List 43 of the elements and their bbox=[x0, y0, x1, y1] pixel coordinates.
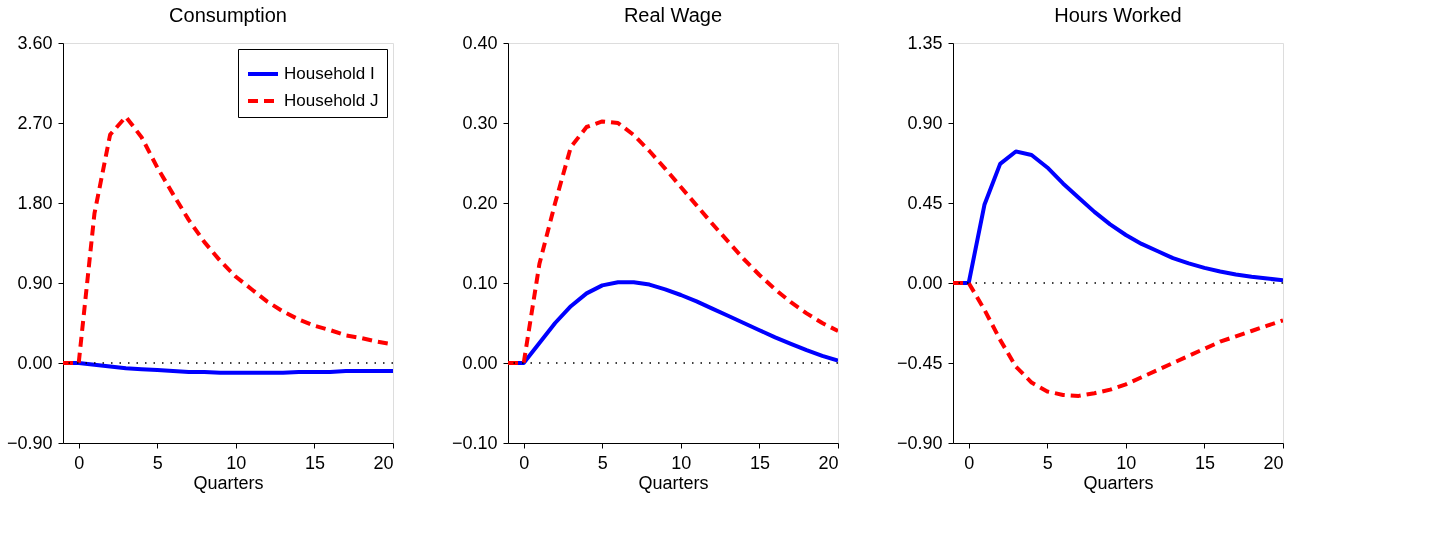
line-series bbox=[508, 119, 838, 365]
x-tick-label: 0 bbox=[964, 452, 975, 473]
x-tick-label: 5 bbox=[1042, 452, 1053, 473]
y-tick-label: 0.45 bbox=[907, 192, 943, 213]
y-tick-label: 0.40 bbox=[462, 32, 498, 53]
y-tick-label: 0.30 bbox=[462, 112, 498, 133]
legend-label: Household I bbox=[284, 64, 375, 83]
x-tick-label: 20 bbox=[818, 452, 839, 473]
x-tick-label: 15 bbox=[749, 452, 770, 473]
chart-title: Hours Worked bbox=[1054, 4, 1182, 26]
x-tick-label: 5 bbox=[152, 452, 163, 473]
x-tick-label: 10 bbox=[226, 452, 247, 473]
y-tick-label: 0.90 bbox=[907, 112, 943, 133]
y-tick-label: 0.90 bbox=[17, 272, 53, 293]
x-tick-label: 10 bbox=[671, 452, 692, 473]
legend-label: Household J bbox=[284, 91, 379, 110]
chart-title: Consumption bbox=[169, 4, 287, 26]
x-tick-label: 20 bbox=[373, 452, 394, 473]
y-tick-label: −0.45 bbox=[896, 352, 943, 373]
x-axis-title: Quarters bbox=[638, 472, 709, 493]
x-tick-label: 0 bbox=[74, 452, 85, 473]
y-tick-label: 1.35 bbox=[907, 32, 943, 53]
y-tick-label: 0.00 bbox=[462, 352, 498, 373]
y-tick-label: 0.10 bbox=[462, 272, 498, 293]
y-tick-label: 0.00 bbox=[907, 272, 943, 293]
x-axis-title: Quarters bbox=[193, 472, 264, 493]
y-tick-label: 0.20 bbox=[462, 192, 498, 213]
x-tick-label: 15 bbox=[1194, 452, 1215, 473]
line-series bbox=[953, 281, 1283, 398]
x-tick-label: 0 bbox=[519, 452, 530, 473]
y-tick-label: −0.10 bbox=[451, 432, 498, 453]
y-tick-label: −0.90 bbox=[896, 432, 943, 453]
x-tick-label: 15 bbox=[304, 452, 325, 473]
y-tick-label: 1.80 bbox=[17, 192, 53, 213]
x-tick-label: 20 bbox=[1263, 452, 1284, 473]
y-tick-label: 3.60 bbox=[17, 32, 53, 53]
y-tick-label: 0.00 bbox=[17, 352, 53, 373]
x-axis-title: Quarters bbox=[1083, 472, 1154, 493]
y-tick-label: 2.70 bbox=[17, 112, 53, 133]
chart-title: Real Wage bbox=[623, 4, 723, 26]
x-tick-label: 10 bbox=[1116, 452, 1137, 473]
x-tick-label: 5 bbox=[597, 452, 608, 473]
y-tick-label: −0.90 bbox=[6, 432, 53, 453]
